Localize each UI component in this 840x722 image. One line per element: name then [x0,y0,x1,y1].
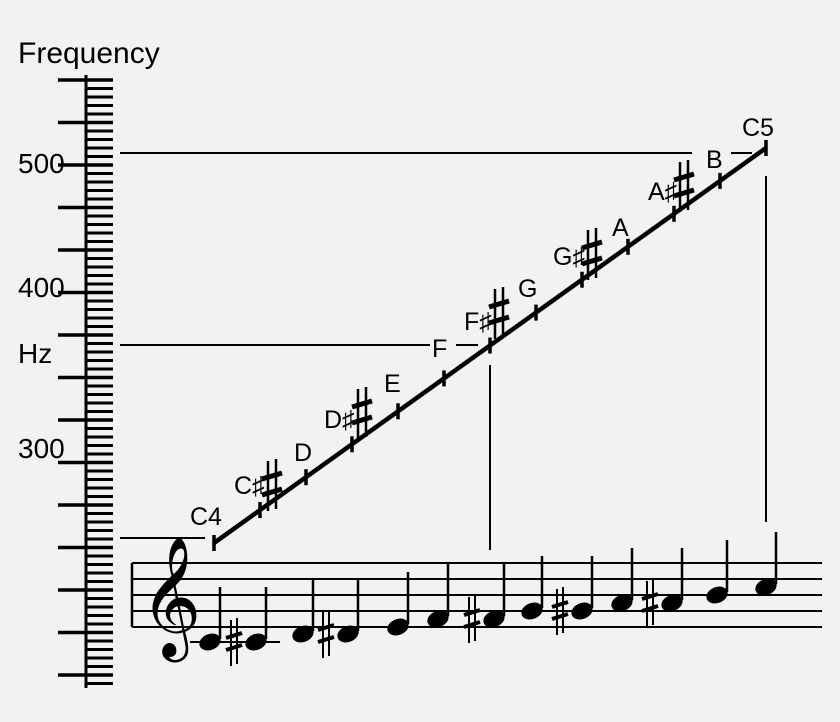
note-label-b: B [706,146,723,174]
note-head [571,602,593,620]
axis-ticks [58,78,113,685]
sharp-icon [641,579,659,627]
sharp-icon [317,610,335,658]
note-label-fsharp: F♯ [464,308,492,336]
sharp-icon [551,587,569,635]
tick-label-500: 500 [18,148,65,179]
note-head [387,618,409,636]
musical-staff: 𝄞 [130,532,822,666]
treble-clef-icon: 𝄞 [140,539,201,662]
note-label-a: A [612,214,629,242]
sharp-icon [261,459,283,511]
sharp-icon [351,387,373,439]
note-head [337,625,359,643]
scale-line-group [212,140,768,551]
note-label-asharp: A♯ [648,178,677,206]
staff-notes [199,532,778,666]
note-labels: C4 C♯ D D♯ E F F♯ G G♯ A A♯ B C5 [190,114,774,531]
note-label-c4: C4 [190,503,222,531]
note-head [427,610,449,628]
note-label-csharp: C♯ [234,472,265,500]
frequency-axis: Frequency 500 400 Hz 300 [18,37,160,688]
axis-title: Frequency [18,37,160,70]
note-label-f: F [432,335,447,363]
sharp-icon [581,228,603,280]
tick-label-400: 400 [18,272,65,303]
sharp-icon [488,287,510,339]
sharp-icon [463,595,481,643]
reference-lines [120,152,767,550]
note-head [661,594,683,612]
note-head [483,610,505,628]
note-head [755,578,777,596]
sharp-icon [673,160,695,212]
note-head [611,594,633,612]
note-head [706,586,728,604]
note-head [292,625,314,643]
scale-ticks [212,140,768,551]
note-head [245,633,267,651]
note-head [199,633,221,651]
note-head [521,602,543,620]
note-label-e: E [384,370,401,398]
axis-unit: Hz [18,338,52,369]
note-label-d: D [294,439,312,467]
note-label-dsharp: D♯ [324,406,355,434]
tick-label-300: 300 [18,433,65,464]
note-label-g: G [518,275,537,303]
note-label-gsharp: G♯ [553,243,585,271]
note-label-c5: C5 [742,114,774,142]
sharp-icon [225,618,243,666]
